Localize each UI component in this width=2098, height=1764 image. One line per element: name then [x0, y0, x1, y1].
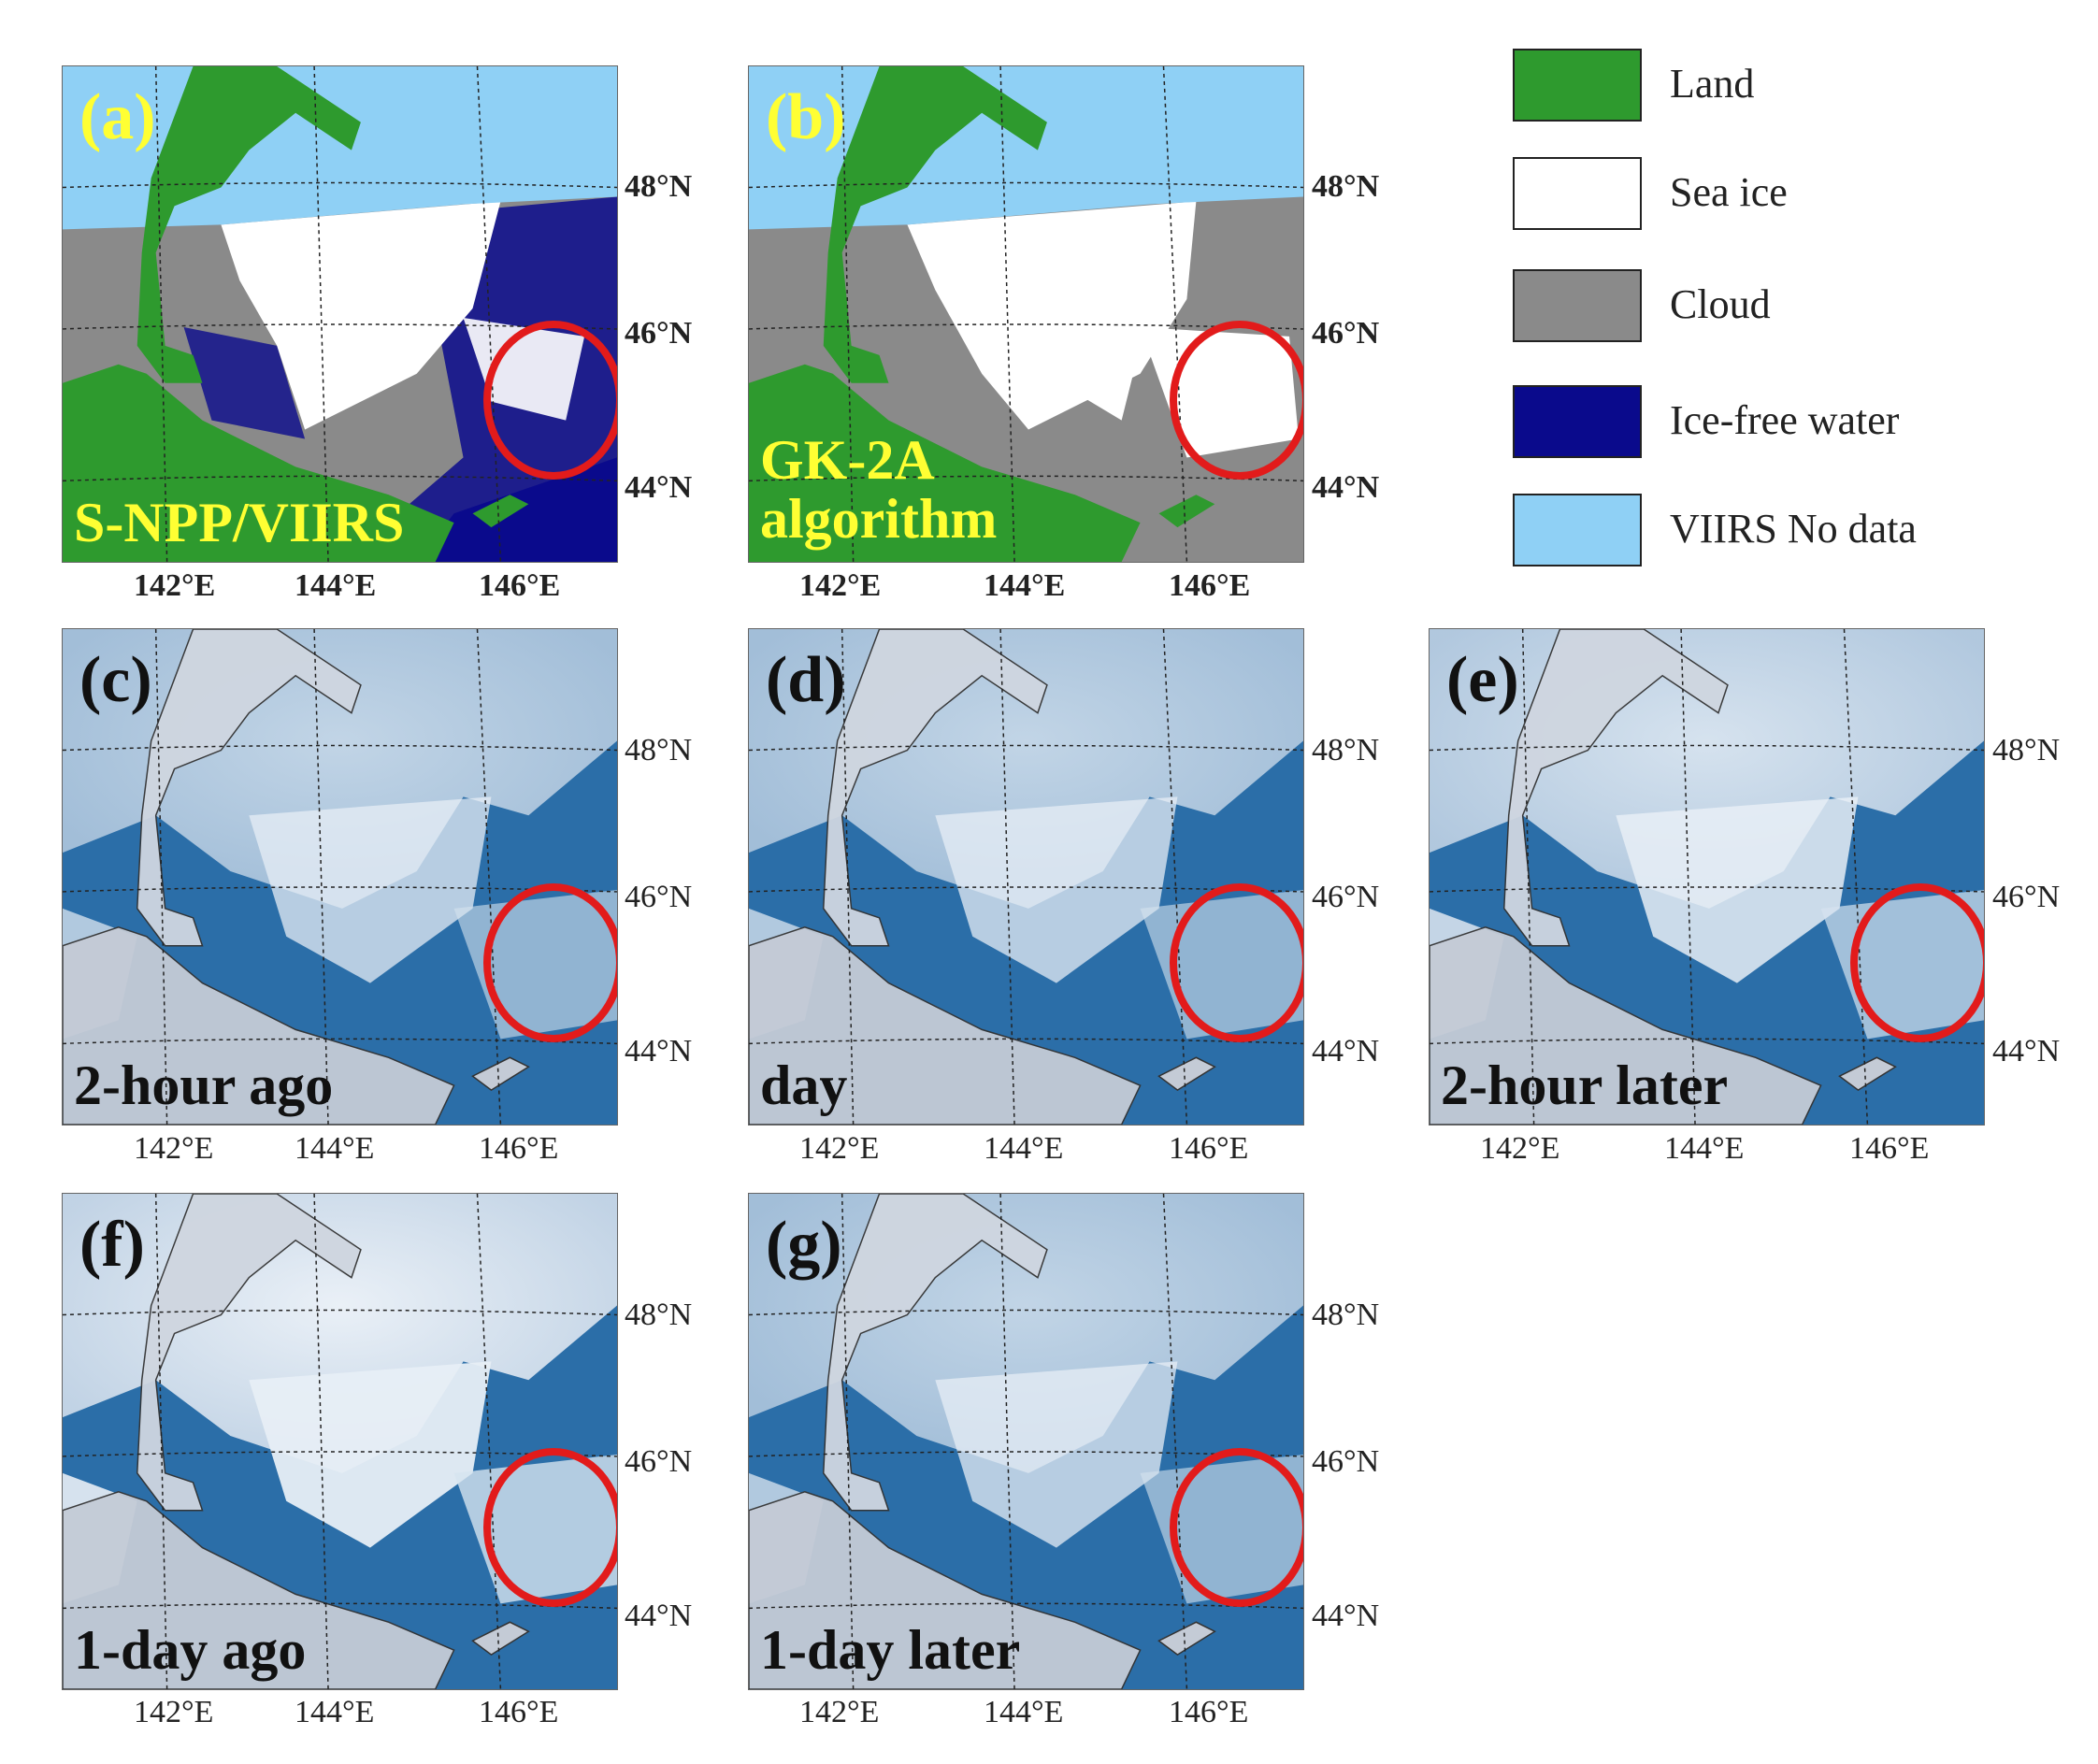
panel-a-classification-image [63, 66, 617, 562]
lat-tick: 44°N [1312, 1034, 1380, 1068]
lon-tick: 144°E [295, 1695, 375, 1729]
panel-f-map: (f) 1-day ago [62, 1193, 618, 1690]
lon-tick: 144°E [295, 568, 377, 603]
highlight-circle [1850, 883, 1984, 1042]
satellite-image [63, 1194, 617, 1689]
panel-b-classification-image [749, 66, 1303, 562]
lat-tick: 48°N [1992, 733, 2061, 767]
lat-tick: 48°N [1312, 169, 1380, 204]
panel-e-label: (e) [1446, 644, 1519, 716]
lon-tick: 142°E [1480, 1131, 1560, 1166]
lat-tick: 44°N [1992, 1034, 2061, 1068]
legend-item-ice-free-water: Ice-free water [1513, 385, 2098, 460]
panel-g-label: (g) [766, 1209, 842, 1281]
legend-item-sea-ice: Sea ice [1513, 157, 2098, 232]
panel-e-map: (e) 2-hour later [1429, 628, 1985, 1126]
lon-tick: 146°E [479, 568, 561, 603]
lat-tick: 44°N [1312, 470, 1380, 505]
panel-a-caption: S-NPP/VIIRS [74, 492, 405, 553]
legend-label: Sea ice [1670, 169, 1788, 215]
panel-f-caption: 1-day ago [74, 1619, 307, 1681]
legend-label: Land [1670, 61, 1755, 107]
legend-label: Ice-free water [1670, 397, 1900, 443]
lat-tick: 46°N [1992, 880, 2061, 914]
panel-c-map: (c) 2-hour ago [62, 628, 618, 1126]
lon-tick: 146°E [1169, 1131, 1249, 1166]
satellite-image [749, 1194, 1303, 1689]
legend-swatch-sea-ice [1513, 157, 1642, 230]
highlight-circle [1170, 883, 1303, 1042]
lat-tick: 46°N [625, 880, 693, 914]
lon-tick: 144°E [984, 1131, 1064, 1166]
lat-tick: 48°N [625, 169, 693, 204]
lon-tick: 144°E [1664, 1131, 1745, 1166]
legend-label: Cloud [1670, 281, 1771, 327]
panel-b-caption-line2: algorithm [760, 488, 998, 550]
lon-tick: 144°E [984, 568, 1066, 603]
lat-tick: 44°N [625, 1034, 693, 1068]
panel-d-caption: day [760, 1054, 848, 1116]
lat-tick: 44°N [1312, 1599, 1380, 1633]
panel-g-map: (g) 1-day later [748, 1193, 1304, 1690]
satellite-image [749, 629, 1303, 1125]
lon-tick: 142°E [134, 568, 216, 603]
satellite-image [63, 629, 617, 1125]
panel-e-caption: 2-hour later [1441, 1054, 1729, 1116]
lon-tick: 142°E [799, 568, 882, 603]
panel-a-label: (a) [79, 81, 156, 153]
panel-c-label: (c) [79, 644, 152, 716]
lat-tick: 48°N [1312, 733, 1380, 767]
legend-swatch-land [1513, 49, 1642, 122]
panel-c-caption: 2-hour ago [74, 1054, 334, 1116]
panel-b-map: (b) GK-2A algorithm [748, 65, 1304, 563]
highlight-circle [1170, 321, 1303, 480]
panel-d-map: (d) day [748, 628, 1304, 1126]
legend-item-land: Land [1513, 49, 2098, 123]
panel-b-label: (b) [766, 81, 846, 153]
lon-tick: 146°E [1169, 1695, 1249, 1729]
lat-tick: 48°N [625, 733, 693, 767]
lon-tick: 146°E [1169, 568, 1251, 603]
lat-tick: 44°N [625, 470, 693, 505]
lat-tick: 48°N [625, 1298, 693, 1332]
legend-swatch-ice-free-water [1513, 385, 1642, 458]
panel-a-map: (a) S-NPP/VIIRS [62, 65, 618, 563]
legend-swatch-cloud [1513, 269, 1642, 342]
lon-tick: 142°E [134, 1131, 214, 1166]
highlight-circle [483, 321, 617, 480]
lon-tick: 146°E [479, 1695, 559, 1729]
legend-swatch-no-data [1513, 494, 1642, 566]
lon-tick: 142°E [799, 1131, 880, 1166]
legend-item-cloud: Cloud [1513, 269, 2098, 344]
lat-tick: 46°N [625, 316, 693, 351]
lat-tick: 46°N [1312, 316, 1380, 351]
panel-f-label: (f) [79, 1209, 145, 1281]
lon-tick: 144°E [295, 1131, 375, 1166]
lon-tick: 146°E [1849, 1131, 1930, 1166]
lat-tick: 46°N [625, 1444, 693, 1479]
highlight-circle [483, 883, 617, 1042]
panel-g-caption: 1-day later [760, 1619, 1021, 1681]
panel-b-caption-line1: GK-2A [760, 429, 935, 491]
legend-item-no-data: VIIRS No data [1513, 494, 2098, 568]
legend-label: VIIRS No data [1670, 506, 1917, 552]
lon-tick: 144°E [984, 1695, 1064, 1729]
lat-tick: 44°N [625, 1599, 693, 1633]
lon-tick: 146°E [479, 1131, 559, 1166]
lon-tick: 142°E [134, 1695, 214, 1729]
highlight-circle [483, 1448, 617, 1607]
panel-d-label: (d) [766, 644, 846, 716]
lat-tick: 48°N [1312, 1298, 1380, 1332]
panel-b-caption: GK-2A algorithm [760, 431, 997, 549]
lon-tick: 142°E [799, 1695, 880, 1729]
lat-tick: 46°N [1312, 1444, 1380, 1479]
highlight-circle [1170, 1448, 1303, 1607]
lat-tick: 46°N [1312, 880, 1380, 914]
